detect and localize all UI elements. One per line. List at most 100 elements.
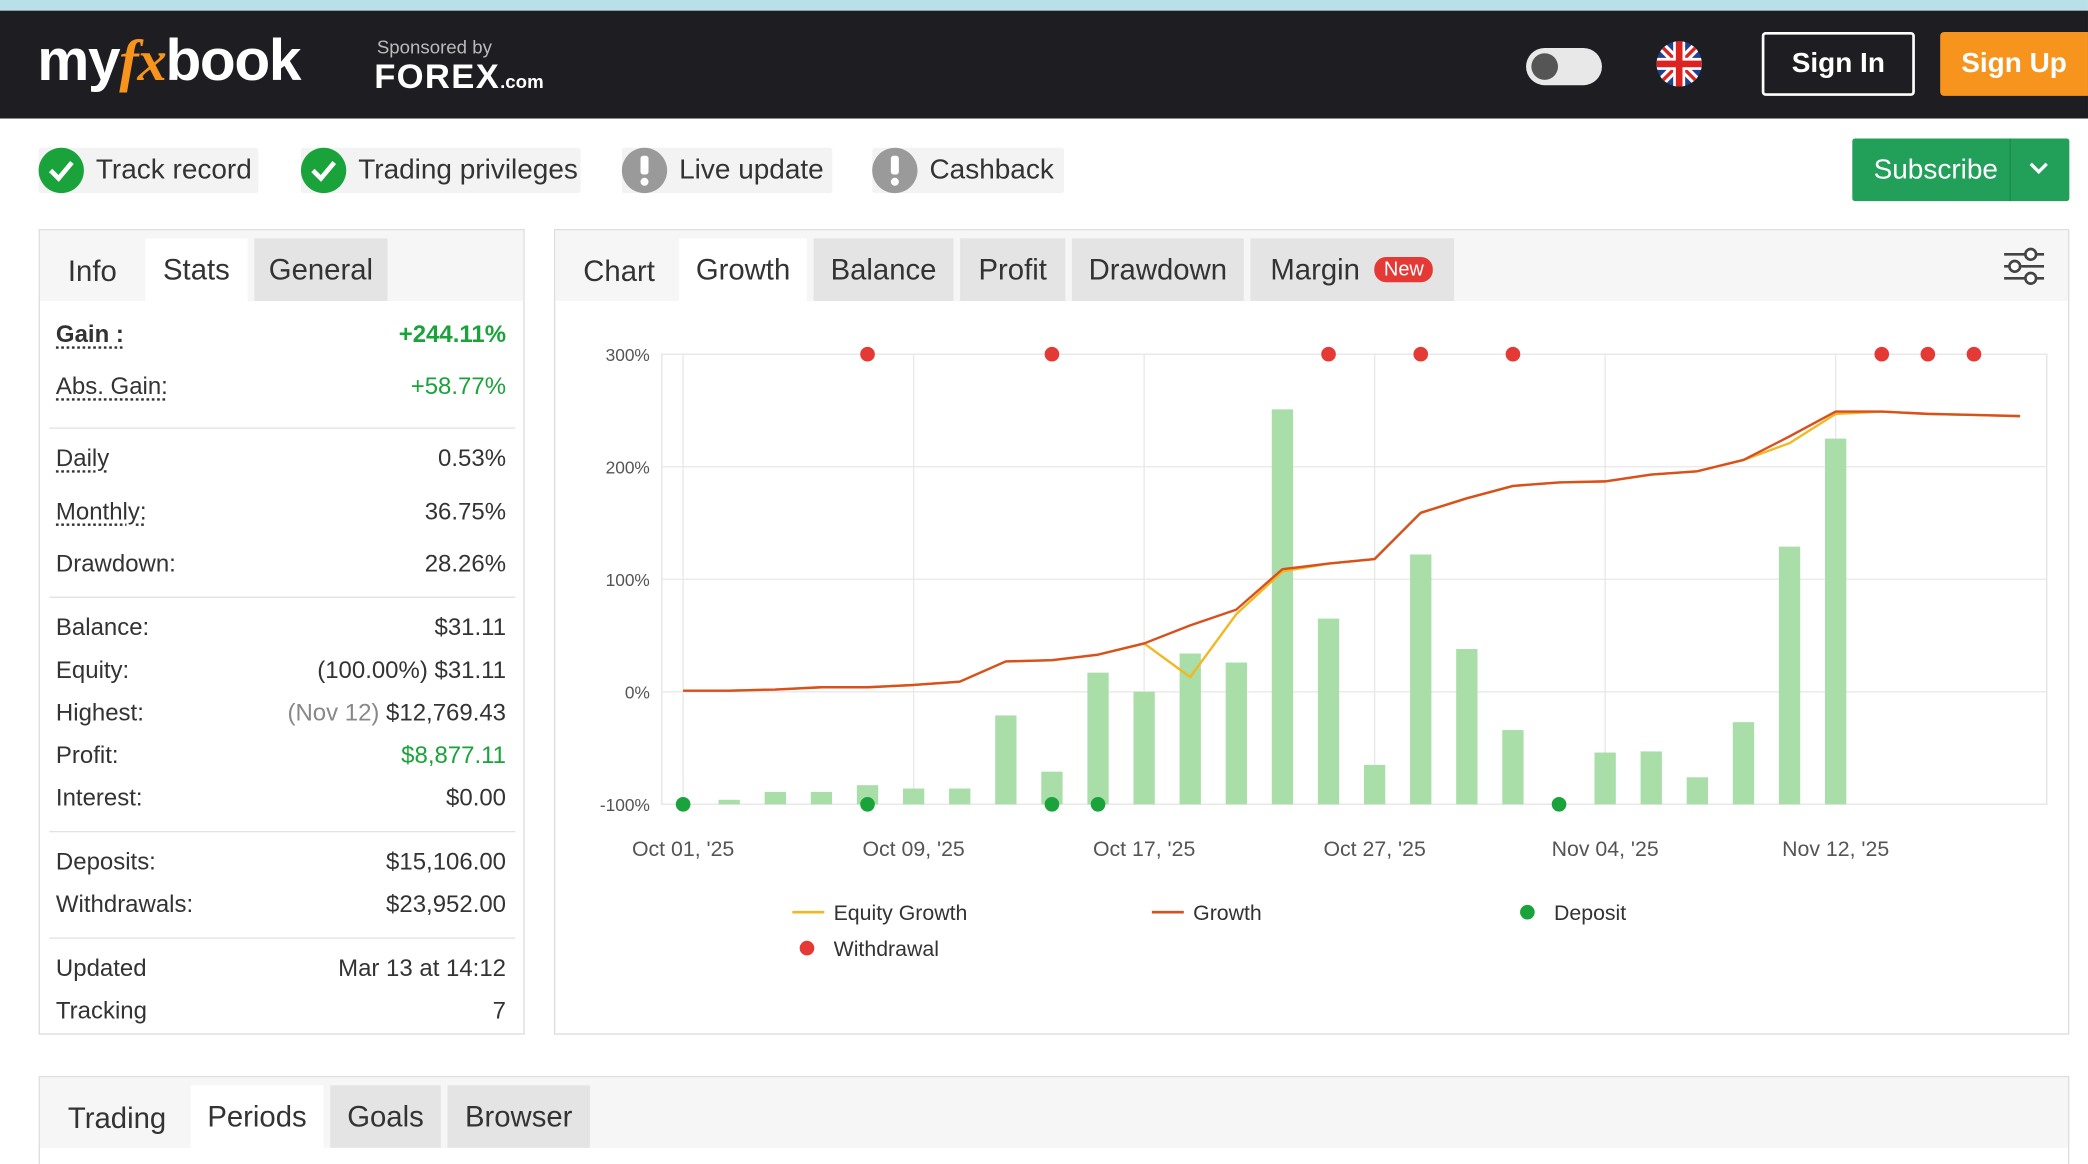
- tab[interactable]: Goals: [330, 1085, 441, 1148]
- subscribe-label: Subscribe: [1873, 154, 1998, 186]
- tab[interactable]: Margin New: [1250, 238, 1455, 301]
- legend-label: Growth: [1193, 901, 1262, 925]
- stat-label: Highest:: [55, 699, 144, 726]
- stat-row: Updated Mar 13 at 14:12: [56, 953, 506, 985]
- new-badge: New: [1374, 257, 1434, 283]
- badge-label: Cashback: [929, 154, 1054, 186]
- tab[interactable]: Stats: [145, 238, 248, 301]
- stat-row: Profit: $8,877.11: [56, 740, 506, 772]
- event-marker: [1044, 346, 1060, 362]
- stat-row: Abs. Gain: +58.77%: [56, 371, 506, 403]
- bar: [1225, 662, 1247, 805]
- stat-label: Daily: [55, 444, 110, 472]
- bar: [1271, 409, 1294, 805]
- subscribe-button[interactable]: Subscribe: [1852, 138, 2070, 202]
- bar: [1363, 764, 1386, 805]
- badge-label: Track record: [95, 154, 252, 186]
- separator: [49, 426, 516, 429]
- sign-up-button[interactable]: Sign Up: [1940, 31, 2088, 96]
- stat-value-group: Mar 13 at 14:12: [338, 955, 506, 983]
- x-tick-label: Oct 27, '25: [1323, 837, 1425, 861]
- header: myfxbook Sponsored by FOREX.com Sign In …: [0, 10, 2088, 119]
- legend-swatch: [1520, 904, 1535, 920]
- theme-toggle[interactable]: [1526, 47, 1602, 86]
- x-tick-label: Oct 09, '25: [862, 837, 964, 861]
- stat-row: Deposits: $15,106.00: [56, 846, 506, 878]
- trading-panel: [38, 1075, 2070, 1164]
- bar: [1824, 438, 1847, 805]
- stat-label: Drawdown:: [55, 549, 176, 577]
- stat-value: $31.11: [434, 613, 507, 641]
- stat-value-group: 0.53%: [438, 445, 506, 473]
- sign-in-button[interactable]: Sign In: [1761, 31, 1915, 96]
- stat-row: Tracking 7: [56, 995, 506, 1027]
- tab[interactable]: Browser: [447, 1085, 590, 1148]
- stat-value: $0.00: [446, 784, 507, 811]
- check-icon: [38, 147, 84, 194]
- tab[interactable]: Growth: [679, 238, 807, 301]
- tab[interactable]: Drawdown: [1071, 238, 1244, 301]
- stat-value: $31.11: [434, 656, 507, 684]
- bar: [1133, 691, 1155, 805]
- badge-label: Trading privileges: [358, 154, 578, 186]
- event-marker: [860, 796, 875, 812]
- stat-value-group: 28.26%: [425, 550, 506, 578]
- stat-label: Gain :: [55, 320, 124, 347]
- stat-value-group: $31.11: [434, 614, 506, 642]
- bar: [902, 788, 925, 805]
- stat-label: Interest:: [55, 784, 143, 811]
- bar: [1179, 653, 1201, 805]
- badge: Live update: [621, 147, 833, 194]
- logo-part: my: [37, 27, 120, 94]
- legend-label: Withdrawal: [834, 937, 939, 961]
- tab[interactable]: Periods: [190, 1085, 324, 1148]
- bar: [995, 715, 1017, 805]
- badge-label: Live update: [679, 154, 824, 186]
- y-tick-label: -100%: [600, 795, 650, 815]
- event-marker: [1966, 346, 1982, 362]
- tab[interactable]: Balance: [813, 238, 954, 301]
- logo[interactable]: myfxbook: [37, 27, 301, 95]
- stat-row: Balance: $31.11: [56, 612, 506, 644]
- legend-swatch: [799, 940, 815, 956]
- stat-value: +244.11%: [398, 320, 507, 347]
- chart-panel: [553, 229, 2070, 1035]
- stat-value: $23,952.00: [386, 890, 507, 918]
- tab[interactable]: General: [254, 238, 388, 301]
- tab-label: Margin: [1270, 252, 1360, 286]
- bar: [1087, 672, 1109, 805]
- stat-value: 36.75%: [424, 497, 507, 524]
- event-marker: [1090, 796, 1106, 812]
- stat-label: Tracking: [55, 997, 147, 1025]
- stat-value-group: $8,877.11: [401, 742, 506, 770]
- stat-value-group: +244.11%: [399, 320, 506, 348]
- chart-settings-icon[interactable]: [2001, 246, 2046, 286]
- bar: [1594, 752, 1616, 805]
- badge: Track record: [38, 147, 259, 194]
- tab[interactable]: Profit: [960, 238, 1066, 301]
- stat-value: 0.53%: [438, 444, 507, 472]
- separator: [49, 830, 516, 832]
- x-tick-label: Oct 01, '25: [632, 837, 734, 861]
- stat-value-group: (100.00%) $31.11: [317, 656, 506, 684]
- stat-row: Withdrawals: $23,952.00: [56, 889, 506, 921]
- bar: [1502, 730, 1524, 805]
- stat-label: Deposits:: [55, 848, 156, 875]
- top-strip: [0, 0, 2088, 11]
- stat-value: +58.77%: [410, 372, 507, 400]
- stat-value-group: 36.75%: [425, 497, 506, 525]
- warning-icon: [872, 147, 918, 194]
- stat-value: 28.26%: [424, 549, 507, 577]
- stat-row: Monthly: 36.75%: [56, 495, 506, 527]
- stat-label: Balance:: [55, 613, 150, 641]
- separator: [49, 936, 516, 939]
- bar: [1732, 722, 1755, 805]
- language-flag[interactable]: [1656, 41, 1702, 87]
- y-tick-label: 200%: [606, 457, 650, 477]
- stat-value-group: $15,106.00: [386, 848, 506, 876]
- separator: [49, 595, 516, 598]
- legend-label: Deposit: [1554, 901, 1626, 925]
- stat-value: $15,106.00: [386, 848, 507, 875]
- sponsor[interactable]: FOREX.com: [374, 56, 543, 97]
